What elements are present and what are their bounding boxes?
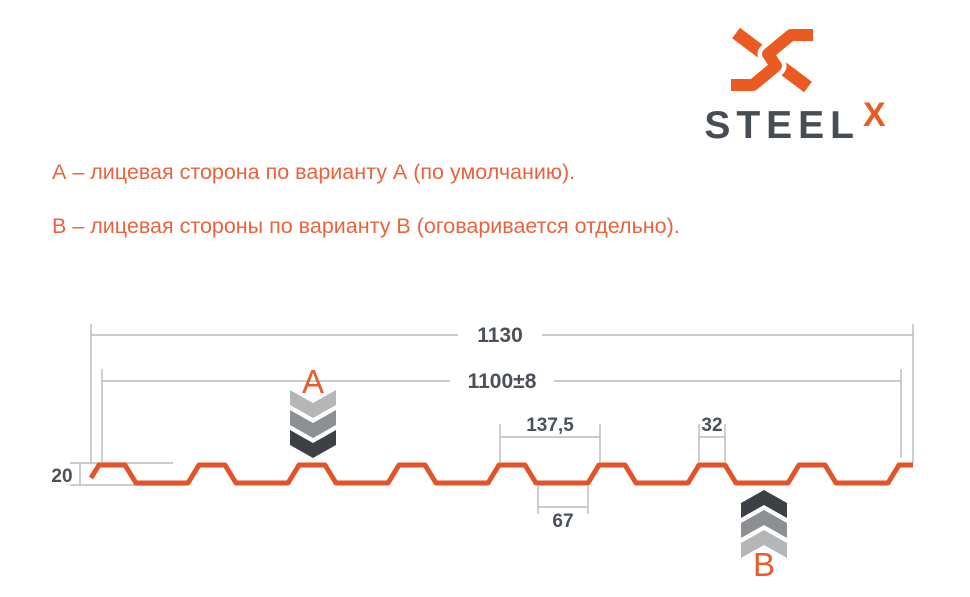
steelx-logo-mark-icon <box>731 26 813 94</box>
note-variant-a: А – лицевая сторона по варианту А (по ум… <box>52 160 576 184</box>
logo-x-text: X <box>863 96 886 134</box>
dim-label-rib-bottom-width: 67 <box>552 511 573 532</box>
dim-rib-pitch: 137,5 <box>499 415 601 462</box>
chevron-up-mid <box>741 510 787 538</box>
sheet-profile-line <box>88 462 913 486</box>
dim-working-width: 1100±8 <box>102 370 901 393</box>
dim-rib-bottom-width: 67 <box>537 486 589 532</box>
note-variant-b: В – лицевая стороны по варианту В (огова… <box>52 214 680 238</box>
marker-a-letter: A <box>302 363 324 400</box>
marker-b-letter: B <box>753 546 775 583</box>
dim-label-rib-pitch: 137,5 <box>526 415 574 436</box>
dim-label-overall-width: 1130 <box>477 324 523 347</box>
dim-overall-width: 1130 <box>91 324 913 347</box>
marker-side-b: B <box>741 490 787 583</box>
chevron-down-mid <box>290 410 336 438</box>
marker-side-a: A <box>290 363 336 458</box>
chevron-up-dark <box>741 490 787 518</box>
dim-label-working-width: 1100±8 <box>468 370 537 393</box>
logo-s-stroke <box>731 29 813 91</box>
chevrons-up-icon <box>741 490 787 558</box>
logo-brand-text: STEEL <box>704 104 860 147</box>
chevrons-down-icon <box>290 390 336 458</box>
dim-label-profile-height: 20 <box>51 466 72 487</box>
chevron-down-light <box>290 390 336 418</box>
chevron-down-dark <box>290 430 336 458</box>
chevron-up-light <box>741 530 787 558</box>
dim-label-rib-top-width: 32 <box>701 415 722 436</box>
dim-rib-top-width: 32 <box>698 415 726 462</box>
logo-wordmark: STEELX <box>670 96 920 148</box>
profile-drawing: 1130 1100±8 137,5 32 67 20 A <box>51 324 914 583</box>
